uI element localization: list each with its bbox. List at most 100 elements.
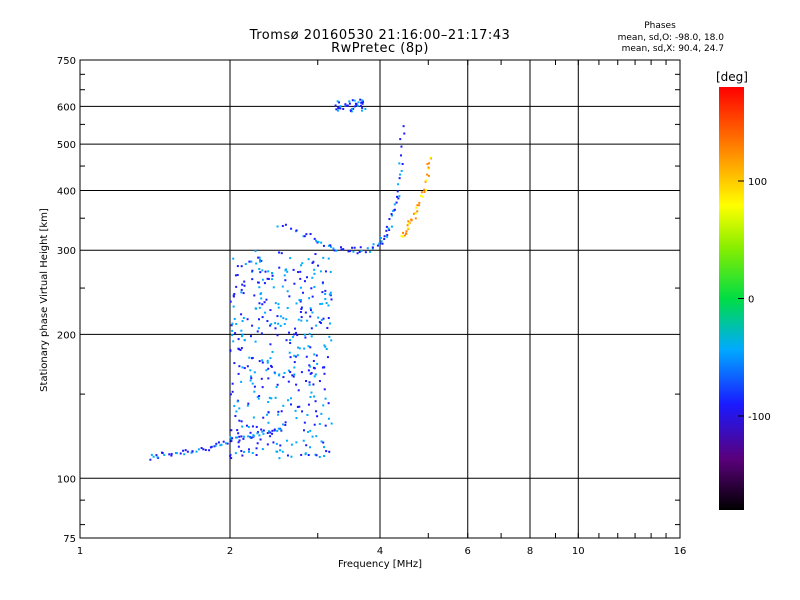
data-point [284, 279, 287, 282]
data-point [323, 366, 326, 369]
data-point [293, 361, 296, 364]
data-point [317, 316, 320, 319]
data-point [393, 203, 396, 206]
data-point [243, 280, 246, 283]
data-point [274, 396, 277, 399]
colorbar: [deg] [716, 70, 748, 510]
data-point [418, 201, 421, 204]
data-point [156, 456, 159, 459]
data-point [316, 415, 319, 418]
data-point [241, 366, 244, 369]
data-point [317, 264, 320, 267]
data-point [307, 258, 310, 261]
data-point [311, 311, 314, 314]
data-point [353, 99, 356, 102]
data-point [230, 440, 233, 443]
data-point [398, 195, 401, 198]
data-point [318, 423, 321, 426]
data-point [237, 441, 240, 444]
colorbar-tick-label: 100 [748, 177, 767, 188]
data-point [418, 204, 421, 207]
data-point [231, 329, 234, 332]
data-point [269, 324, 272, 327]
data-point [310, 287, 313, 290]
data-point [234, 332, 237, 335]
data-point [289, 339, 292, 342]
data-point [236, 265, 239, 268]
data-point [251, 269, 254, 272]
data-point [395, 201, 398, 204]
data-point [237, 338, 240, 341]
data-point [234, 274, 237, 277]
data-point [248, 356, 251, 359]
data-point [358, 250, 361, 253]
data-point [277, 374, 280, 377]
data-point [308, 381, 311, 384]
data-point [240, 347, 243, 350]
data-point [319, 270, 322, 273]
data-point [242, 435, 245, 438]
data-point [383, 237, 386, 240]
data-point [297, 318, 300, 321]
data-point [279, 444, 282, 447]
data-point [309, 365, 312, 368]
data-point [313, 268, 316, 271]
data-point [271, 432, 274, 435]
data-point [315, 410, 318, 413]
data-point [231, 382, 234, 385]
data-point [286, 454, 289, 457]
data-point [260, 428, 263, 431]
data-point [276, 225, 279, 228]
data-point [210, 445, 213, 448]
data-point [299, 270, 302, 273]
data-point [320, 440, 323, 443]
data-point [324, 345, 327, 348]
y-tick-label: 400 [57, 186, 76, 197]
data-point [235, 410, 238, 413]
data-point [354, 102, 357, 105]
data-point [427, 166, 430, 169]
data-point [308, 364, 311, 367]
data-point [412, 212, 415, 215]
data-point [249, 375, 252, 378]
data-point [316, 241, 319, 244]
data-point [217, 441, 220, 444]
data-point [388, 228, 391, 231]
data-point [300, 319, 303, 322]
data-point [400, 154, 403, 157]
data-point [277, 303, 280, 306]
data-point [305, 276, 308, 279]
data-point [327, 417, 330, 420]
data-point [322, 256, 325, 259]
data-point [405, 230, 408, 233]
data-point [244, 263, 247, 266]
data-point [309, 307, 312, 310]
data-point [279, 449, 282, 452]
data-point [258, 360, 261, 363]
data-point [399, 138, 402, 141]
data-point [304, 453, 307, 456]
data-point [299, 299, 302, 302]
data-point [314, 253, 317, 256]
data-point [236, 436, 239, 439]
data-point [262, 416, 265, 419]
data-point [328, 322, 331, 325]
data-point [289, 371, 292, 374]
data-point [406, 224, 409, 227]
data-point [285, 318, 288, 321]
data-point [294, 355, 297, 358]
data-point [320, 412, 323, 415]
data-point [229, 393, 232, 396]
data-point [324, 397, 327, 400]
data-point [350, 107, 353, 110]
data-point [398, 162, 401, 165]
data-point [294, 409, 297, 412]
data-point [414, 217, 417, 220]
data-point [241, 454, 244, 457]
data-point [249, 379, 252, 382]
data-point [321, 302, 324, 305]
data-point [274, 372, 277, 375]
data-point [246, 318, 249, 321]
data-point [327, 317, 330, 320]
data-point [313, 353, 316, 356]
